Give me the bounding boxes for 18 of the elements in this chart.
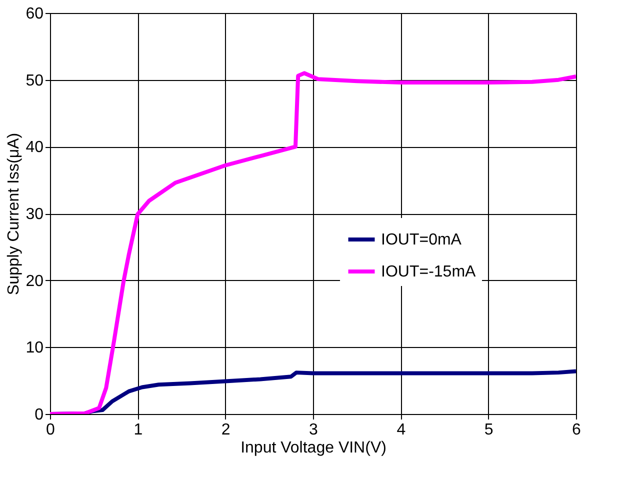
y-tick-label: 0 [34, 406, 44, 424]
x-tick-label: 5 [484, 422, 494, 438]
x-tick-label: 0 [46, 422, 56, 438]
y-tick-label: 50 [26, 72, 44, 90]
legend-label: IOUT=0mA [381, 232, 462, 248]
y-tick-label: 20 [26, 272, 44, 290]
y-axis-title: Supply Current Iss(μA) [6, 132, 23, 296]
y-tick-label: 60 [26, 6, 44, 22]
x-tick-label: 1 [134, 422, 143, 438]
legend-label: IOUT=-15mA [381, 264, 476, 280]
y-tick-label: 30 [26, 206, 44, 223]
x-tick-label: 4 [396, 422, 406, 438]
x-axis-title: Input Voltage VIN(V) [240, 440, 386, 456]
x-tick-label: 2 [221, 422, 230, 438]
y-tick-label: 40 [26, 139, 44, 156]
y-tick-label: 10 [26, 340, 44, 357]
x-tick-label: 3 [309, 422, 318, 438]
x-tick-label: 6 [572, 422, 582, 438]
